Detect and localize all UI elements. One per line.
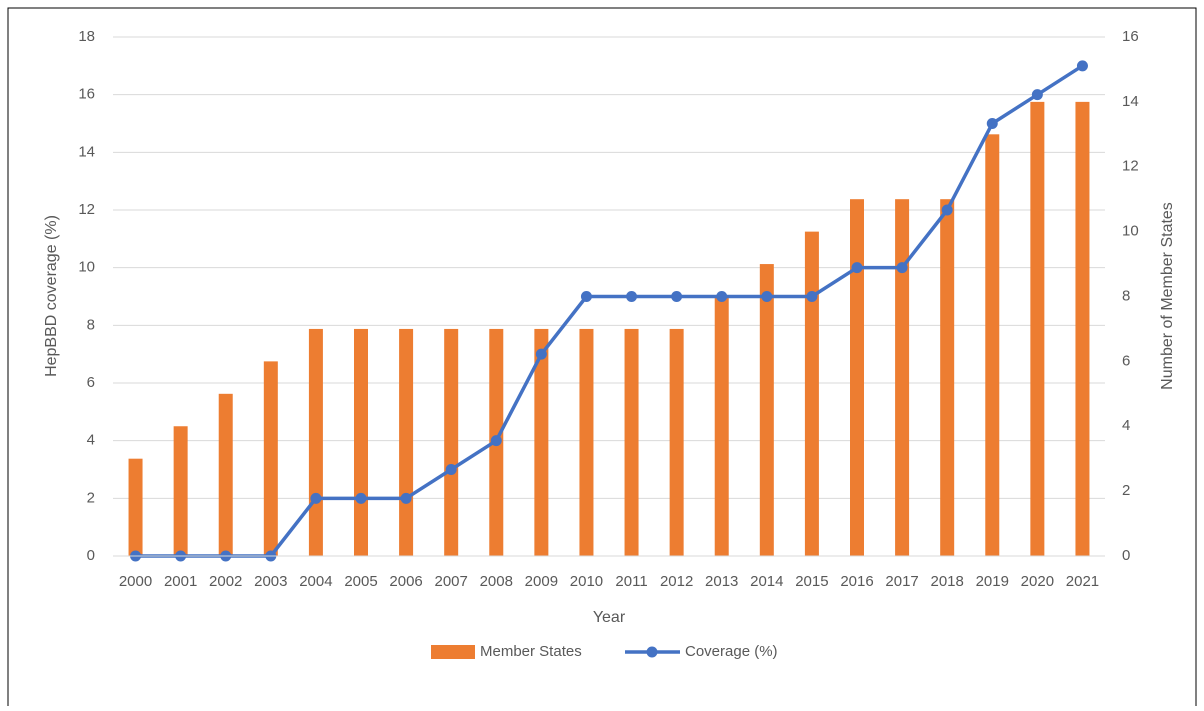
line-marker (806, 291, 818, 302)
line-marker (535, 348, 547, 360)
line-marker (355, 492, 367, 504)
y-tick-label: 10 (78, 259, 95, 276)
x-tick-label: 2012 (660, 573, 693, 590)
x-tick-label: 2017 (885, 573, 918, 590)
line-marker (445, 464, 457, 475)
bar (1030, 101, 1045, 556)
y-tick-label: 12 (78, 201, 95, 218)
bar (173, 426, 188, 556)
line-marker (1076, 60, 1088, 72)
x-tick-label: 2021 (1066, 573, 1099, 590)
y-tick-label: 2 (87, 489, 95, 506)
y2-axis-title: Number of Member States (1159, 202, 1176, 390)
bar (579, 328, 594, 556)
line (135, 64, 1084, 558)
legend-marker (646, 646, 658, 658)
bar (128, 458, 143, 556)
x-tick-label: 2001 (164, 573, 197, 590)
x-tick-label: 2004 (299, 573, 332, 590)
x-tick-label: 2000 (119, 573, 152, 590)
x-tick-label: 2011 (615, 573, 647, 590)
line-marker (400, 492, 412, 504)
x-tick-label: 2015 (795, 573, 828, 590)
bar (759, 264, 774, 556)
x-tick-label: 2007 (434, 573, 467, 590)
bar (308, 328, 323, 556)
line-marker (626, 291, 638, 302)
y-tick-label: 14 (78, 143, 95, 160)
bar (1075, 101, 1090, 556)
y-tick-label: 0 (87, 547, 95, 564)
y2-tick-label: 4 (1122, 417, 1130, 434)
x-tick-label: 2014 (750, 573, 783, 590)
x-tick-label: 2020 (1021, 573, 1054, 590)
y-tick-label: 8 (87, 316, 95, 333)
y2-tick-label: 2 (1122, 482, 1130, 499)
bar (354, 328, 368, 556)
x-tick-label: 2006 (389, 573, 422, 590)
y2-tick-label: 14 (1122, 93, 1139, 110)
y-axis-title: HepBBD coverage (%) (43, 215, 60, 377)
x-tick-label: 2003 (254, 573, 287, 590)
line-marker (310, 492, 322, 504)
y-tick-label: 4 (87, 432, 95, 449)
chart-frame (7, 7, 1197, 711)
bar (444, 328, 459, 556)
bar (263, 361, 278, 556)
x-tick-label: 2009 (525, 573, 558, 590)
bar (399, 328, 414, 556)
bar (218, 393, 233, 556)
y-tick-label: 16 (78, 86, 95, 103)
x-tick-label: 2005 (344, 573, 377, 590)
legend-label: Coverage (%) (685, 643, 778, 660)
line-marker (986, 118, 998, 129)
bar (985, 134, 1000, 556)
x-tick-label: 2018 (930, 573, 963, 590)
line-marker (761, 291, 773, 302)
legend-label: Member States (480, 643, 582, 660)
x-axis-title: Year (593, 609, 626, 626)
y-tick-label: 18 (78, 28, 95, 45)
line-marker (580, 291, 592, 302)
bar (669, 328, 684, 556)
x-tick-label: 2013 (705, 573, 738, 590)
y2-tick-label: 0 (1122, 547, 1130, 564)
y2-tick-label: 10 (1122, 223, 1139, 240)
y-tick-label: 6 (87, 374, 95, 391)
y2-tick-label: 8 (1122, 287, 1130, 304)
line-marker (671, 291, 683, 302)
line-marker (1031, 89, 1043, 101)
line-marker (716, 291, 728, 302)
bar (804, 231, 819, 556)
x-tick-label: 2010 (570, 573, 603, 590)
y2-tick-label: 6 (1122, 352, 1130, 369)
x-tick-label: 2008 (480, 573, 513, 590)
bar (534, 328, 549, 556)
line-marker (941, 204, 953, 216)
bar (714, 296, 729, 556)
line-marker (896, 262, 908, 274)
y2-tick-label: 12 (1122, 158, 1139, 175)
legend-swatch (431, 645, 475, 659)
bar (940, 199, 955, 556)
line-marker (490, 435, 502, 447)
bar (624, 328, 639, 556)
x-tick-label: 2016 (840, 573, 873, 590)
line-marker (851, 262, 863, 274)
bar (895, 199, 910, 556)
y2-tick-label: 16 (1122, 28, 1139, 45)
x-tick-label: 2002 (209, 573, 242, 590)
x-tick-label: 2019 (976, 573, 1009, 590)
bar (850, 199, 864, 556)
